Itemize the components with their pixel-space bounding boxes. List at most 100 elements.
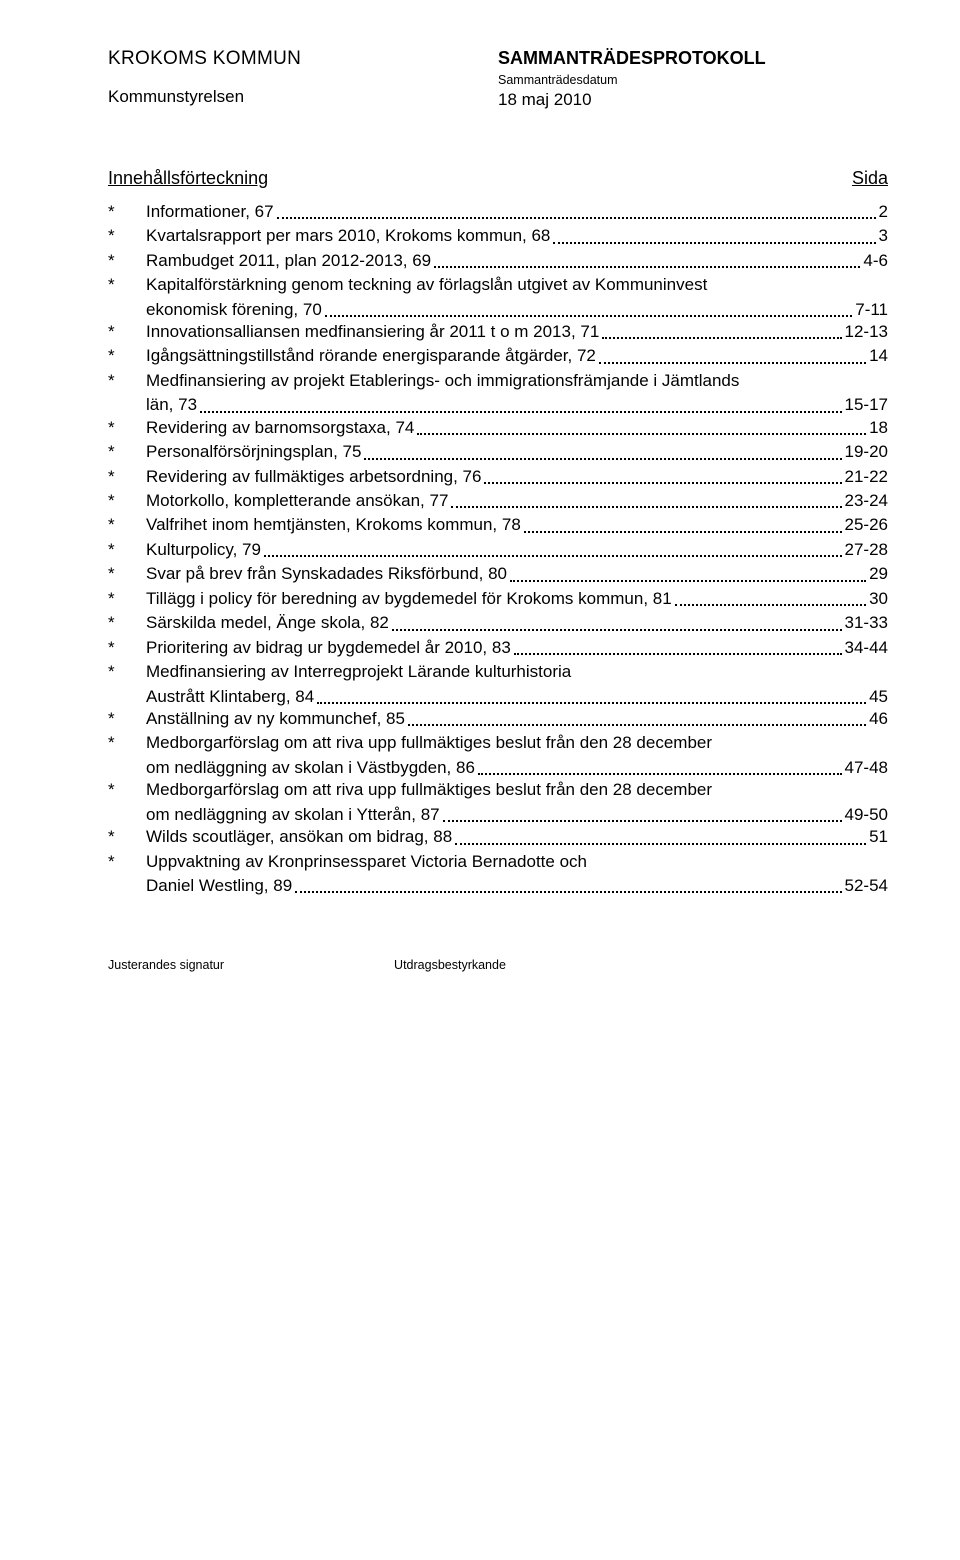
toc-dots <box>524 531 842 533</box>
toc-item: *Kulturpolicy, 79 27-28 <box>108 539 888 561</box>
protocol-title: SAMMANTRÄDESPROTOKOLL <box>498 47 888 71</box>
toc-bullet: * <box>108 201 146 223</box>
toc-dots <box>264 555 842 557</box>
toc-text: ekonomisk förening, 70 <box>146 299 322 321</box>
toc-text: Svar på brev från Synskadades Riksförbun… <box>146 563 507 585</box>
toc-bullet: * <box>108 563 146 585</box>
toc-text: Kapitalförstärkning genom teckning av fö… <box>146 274 707 296</box>
toc-page: 30 <box>869 588 888 610</box>
toc-text: Valfrihet inom hemtjänsten, Krokoms komm… <box>146 514 521 536</box>
toc-bullet: * <box>108 779 146 801</box>
toc-text: Medborgarförslag om att riva upp fullmäk… <box>146 732 712 754</box>
toc-dots <box>417 433 866 435</box>
toc-page: 52-54 <box>845 875 888 897</box>
toc-item-continuation: ekonomisk förening, 70 7-11 <box>108 299 888 321</box>
toc-bullet: * <box>108 514 146 536</box>
toc-page-label: Sida <box>852 167 888 191</box>
organization-name: KROKOMS KOMMUN <box>108 46 301 71</box>
toc-text: om nedläggning av skolan i Västbygden, 8… <box>146 757 475 779</box>
toc-dots <box>408 724 866 726</box>
toc-text: Innovationsalliansen medfinansiering år … <box>146 321 599 343</box>
toc-dots <box>455 843 866 845</box>
toc-text: om nedläggning av skolan i Ytterån, 87 <box>146 804 440 826</box>
department: Kommunstyrelsen <box>108 86 498 108</box>
toc-bullet: * <box>108 851 146 873</box>
toc-dots <box>510 580 866 582</box>
toc-dots <box>277 217 876 219</box>
toc-page: 12-13 <box>845 321 888 343</box>
toc-text: Prioritering av bidrag ur bygdemedel år … <box>146 637 511 659</box>
toc-item: *Uppvaktning av Kronprinsessparet Victor… <box>108 851 888 873</box>
toc-bullet: * <box>108 225 146 247</box>
toc-page: 21-22 <box>845 466 888 488</box>
toc-list: *Informationer, 672*Kvartalsrapport per … <box>108 201 888 898</box>
toc-dots <box>317 702 866 704</box>
toc-page: 14 <box>869 345 888 367</box>
toc-item: *Medfinansiering av Interregprojekt Lära… <box>108 661 888 683</box>
toc-item: *Revidering av barnomsorgstaxa, 7418 <box>108 417 888 439</box>
toc-dots <box>675 604 866 606</box>
toc-text: Anställning av ny kommunchef, 85 <box>146 708 405 730</box>
toc-item: *Tillägg i policy för beredning av bygde… <box>108 588 888 610</box>
toc-page: 19-20 <box>845 441 888 463</box>
toc-bullet: * <box>108 250 146 272</box>
toc-title: Innehållsförteckning <box>108 167 268 191</box>
toc-text: Motorkollo, kompletterande ansökan, 77 <box>146 490 448 512</box>
toc-page: 4-6 <box>863 250 888 272</box>
toc-item: *Medborgarförslag om att riva upp fullmä… <box>108 779 888 801</box>
toc-item: *Svar på brev från Synskadades Riksförbu… <box>108 563 888 585</box>
toc-dots <box>602 337 841 339</box>
toc-dots <box>514 653 842 655</box>
toc-text: Revidering av barnomsorgstaxa, 74 <box>146 417 414 439</box>
toc-page: 25-26 <box>845 514 888 536</box>
toc-page: 47-48 <box>845 757 888 779</box>
toc-item: *Innovationsalliansen medfinansiering år… <box>108 321 888 343</box>
toc-item: *Kapitalförstärkning genom teckning av f… <box>108 274 888 296</box>
toc-item: *Revidering av fullmäktiges arbetsordnin… <box>108 466 888 488</box>
toc-text: Personalförsörjningsplan, 75 <box>146 441 361 463</box>
toc-bullet: * <box>108 321 146 343</box>
toc-bullet: * <box>108 466 146 488</box>
toc-text: Medborgarförslag om att riva upp fullmäk… <box>146 779 712 801</box>
toc-bullet: * <box>108 370 146 392</box>
toc-bullet: * <box>108 588 146 610</box>
toc-text: Austrått Klintaberg, 84 <box>146 686 314 708</box>
toc-item: *Motorkollo, kompletterande ansökan, 772… <box>108 490 888 512</box>
toc-text: Tillägg i policy för beredning av bygdem… <box>146 588 672 610</box>
toc-dots <box>295 891 841 893</box>
toc-item: *Personalförsörjningsplan, 7519-20 <box>108 441 888 463</box>
toc-item: *Medborgarförslag om att riva upp fullmä… <box>108 732 888 754</box>
toc-text: Medfinansiering av projekt Etablerings- … <box>146 370 739 392</box>
toc-item: *Igångsättningstillstånd rörande energis… <box>108 345 888 367</box>
toc-bullet: * <box>108 708 146 730</box>
toc-item: *Särskilda medel, Änge skola, 8231-33 <box>108 612 888 634</box>
toc-page: 46 <box>869 708 888 730</box>
toc-bullet: * <box>108 661 146 683</box>
toc-page: 29 <box>869 563 888 585</box>
toc-text: Kulturpolicy, 79 <box>146 539 261 561</box>
toc-dots <box>200 411 841 413</box>
toc-item: *Kvartalsrapport per mars 2010, Krokoms … <box>108 225 888 247</box>
toc-page: 27-28 <box>845 539 888 561</box>
toc-item: *Anställning av ny kommunchef, 85 46 <box>108 708 888 730</box>
meeting-date: 18 maj 2010 <box>498 89 888 111</box>
toc-dots <box>325 315 852 317</box>
toc-page: 51 <box>869 826 888 848</box>
toc-bullet: * <box>108 539 146 561</box>
toc-dots <box>599 362 866 364</box>
toc-dots <box>553 242 875 244</box>
toc-text: Wilds scoutläger, ansökan om bidrag, 88 <box>146 826 452 848</box>
toc-text: Rambudget 2011, plan 2012-2013, 69 <box>146 250 431 272</box>
toc-dots <box>364 458 841 460</box>
toc-page: 45 <box>869 686 888 708</box>
toc-text: Kvartalsrapport per mars 2010, Krokoms k… <box>146 225 550 247</box>
toc-item: *Wilds scoutläger, ansökan om bidrag, 88… <box>108 826 888 848</box>
toc-bullet: * <box>108 732 146 754</box>
toc-page: 31-33 <box>845 612 888 634</box>
toc-text: Medfinansiering av Interregprojekt Läran… <box>146 661 571 683</box>
toc-page: 7-11 <box>855 299 888 321</box>
footer-verification-label: Utdragsbestyrkande <box>394 957 506 974</box>
toc-bullet: * <box>108 274 146 296</box>
footer-signature-label: Justerandes signatur <box>108 957 224 974</box>
meeting-date-label: Sammanträdesdatum <box>498 72 888 89</box>
